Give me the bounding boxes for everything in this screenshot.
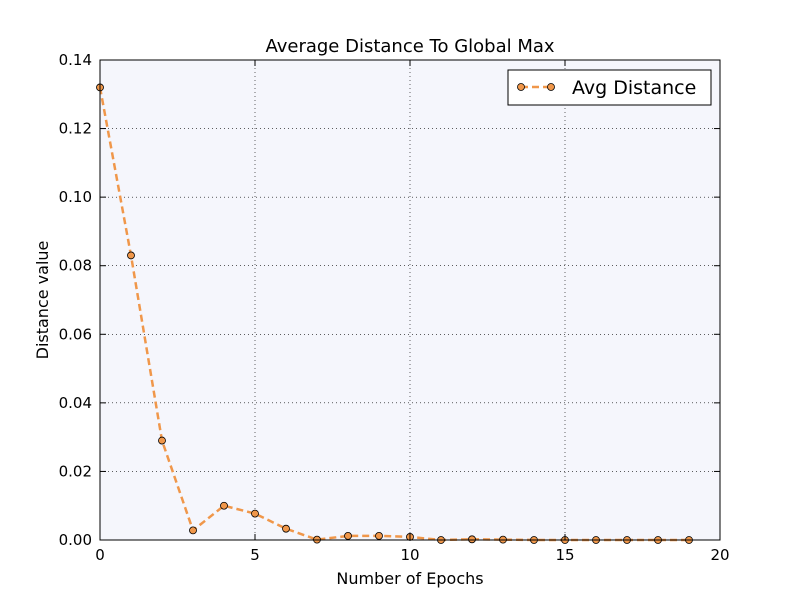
y-tick-label: 0.06 [59, 325, 92, 343]
data-point [158, 436, 166, 445]
x-tick-label: 15 [555, 546, 574, 564]
y-tick-label: 0.02 [59, 462, 92, 480]
data-point [127, 251, 135, 260]
data-point [375, 531, 383, 540]
data-point [344, 531, 352, 540]
data-point [220, 501, 228, 510]
x-tick-label: 10 [400, 546, 419, 564]
y-tick-label: 0.08 [59, 257, 92, 275]
series-layer [96, 83, 693, 544]
legend: Avg Distance [507, 69, 712, 106]
data-point [282, 524, 290, 533]
x-axis-label: Number of Epochs [336, 569, 483, 588]
y-tick-label: 0.00 [59, 531, 92, 549]
data-point [468, 535, 476, 544]
data-point [251, 509, 259, 518]
x-tick-label: 0 [95, 546, 105, 564]
y-tick-label: 0.10 [59, 188, 92, 206]
chart-title: Average Distance To Global Max [265, 36, 554, 57]
y-tick-label: 0.12 [59, 120, 92, 138]
ticks: 0 5 10 15 20 0.00 0.02 0.04 0.06 0.08 0.10 0.12 0.14 [59, 51, 730, 564]
x-tick-label: 20 [710, 546, 729, 564]
legend-marker [547, 83, 555, 91]
legend-label: Avg Distance [572, 77, 696, 99]
grid [100, 60, 720, 540]
y-tick-label: 0.04 [59, 394, 92, 412]
y-tick-label: 0.14 [59, 51, 92, 69]
x-tick-label: 5 [250, 546, 260, 564]
data-point [189, 526, 197, 535]
legend-box [507, 69, 712, 106]
y-axis-label: Distance value [33, 241, 52, 360]
legend-marker [517, 83, 525, 91]
